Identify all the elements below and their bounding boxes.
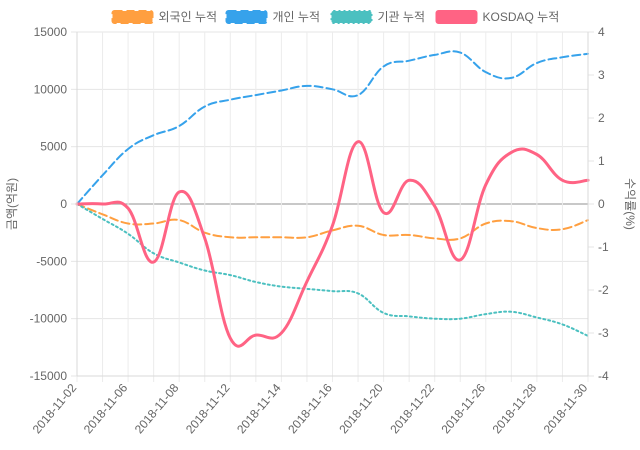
x-tick-label: 2018-11-12	[183, 381, 233, 437]
series-layer	[75, 50, 590, 348]
legend-label[interactable]: KOSDAQ 누적	[483, 10, 560, 24]
x-tick-label: 2018-11-20	[336, 381, 386, 437]
right-tick-label: -1	[598, 240, 609, 254]
left-tick-label: 0	[60, 197, 67, 211]
left-tick-label: -15000	[30, 369, 68, 383]
left-tick-label: -10000	[30, 312, 68, 326]
x-tick-label: 2018-11-22	[387, 381, 437, 437]
right-tick-label: 2	[598, 111, 605, 125]
legend-swatch[interactable]	[111, 10, 154, 24]
x-tick-label: 2018-11-06	[81, 381, 131, 437]
right-tick-label: 4	[598, 25, 605, 39]
x-tick-label: 2018-11-30	[541, 381, 591, 437]
legend: 외국인 누적 개인 누적 기관 누적 KOSDAQ 누적	[111, 10, 560, 24]
right-tick-label: -2	[598, 283, 609, 297]
right-axis-title: 수익률(%)	[623, 178, 637, 230]
x-tick-label: 2018-11-08	[132, 381, 182, 437]
legend-swatch[interactable]	[435, 10, 478, 24]
x-tick-label: 2018-11-28	[490, 381, 540, 437]
series-line-1	[76, 50, 589, 205]
legend-label[interactable]: 기관 누적	[378, 10, 426, 24]
x-tick-label: 2018-11-16	[285, 381, 335, 437]
right-tick-label: 1	[598, 154, 605, 168]
legend-label[interactable]: 외국인 누적	[159, 10, 218, 24]
right-tick-label: -4	[598, 369, 609, 383]
x-tick-label: 2018-11-14	[234, 381, 284, 437]
series-line-3	[75, 140, 590, 348]
left-axis-title: 금액(억원)	[5, 178, 19, 230]
grid	[76, 31, 589, 382]
left-tick-label: 15000	[34, 25, 68, 39]
right-tick-label: -3	[598, 326, 609, 340]
right-tick-label: 0	[598, 197, 605, 211]
legend-swatch[interactable]	[330, 10, 373, 24]
left-tick-label: 10000	[34, 82, 68, 96]
left-tick-label: -5000	[36, 254, 67, 268]
left-tick-label: 5000	[40, 140, 67, 154]
legend-label[interactable]: 개인 누적	[273, 10, 321, 24]
series-line-0	[76, 203, 589, 241]
x-tick-label: 2018-11-02	[30, 381, 80, 437]
x-tick-label: 2018-11-26	[438, 381, 488, 437]
right-tick-label: 3	[598, 68, 605, 82]
series-line-2	[76, 203, 589, 337]
legend-swatch[interactable]	[225, 10, 268, 24]
